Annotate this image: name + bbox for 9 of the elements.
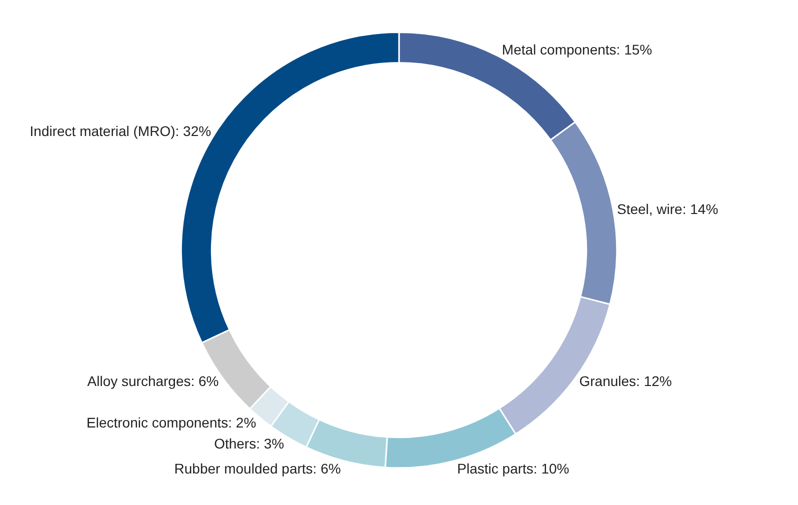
slice-label: Metal components: 15% <box>502 42 652 58</box>
slice-label: Alloy surcharges: 6% <box>87 372 219 389</box>
slice-label: Granules: 12% <box>579 372 672 389</box>
slice-label: Rubber moulded parts: 6% <box>174 460 341 477</box>
slice-label: Electronic components: 2% <box>86 414 256 431</box>
slice-label: Steel, wire: 14% <box>616 200 718 217</box>
slice-label: Indirect material (MRO): 32% <box>30 123 212 140</box>
slice-label: Others: 3% <box>214 436 284 452</box>
slice-label: Plastic parts: 10% <box>457 460 570 477</box>
